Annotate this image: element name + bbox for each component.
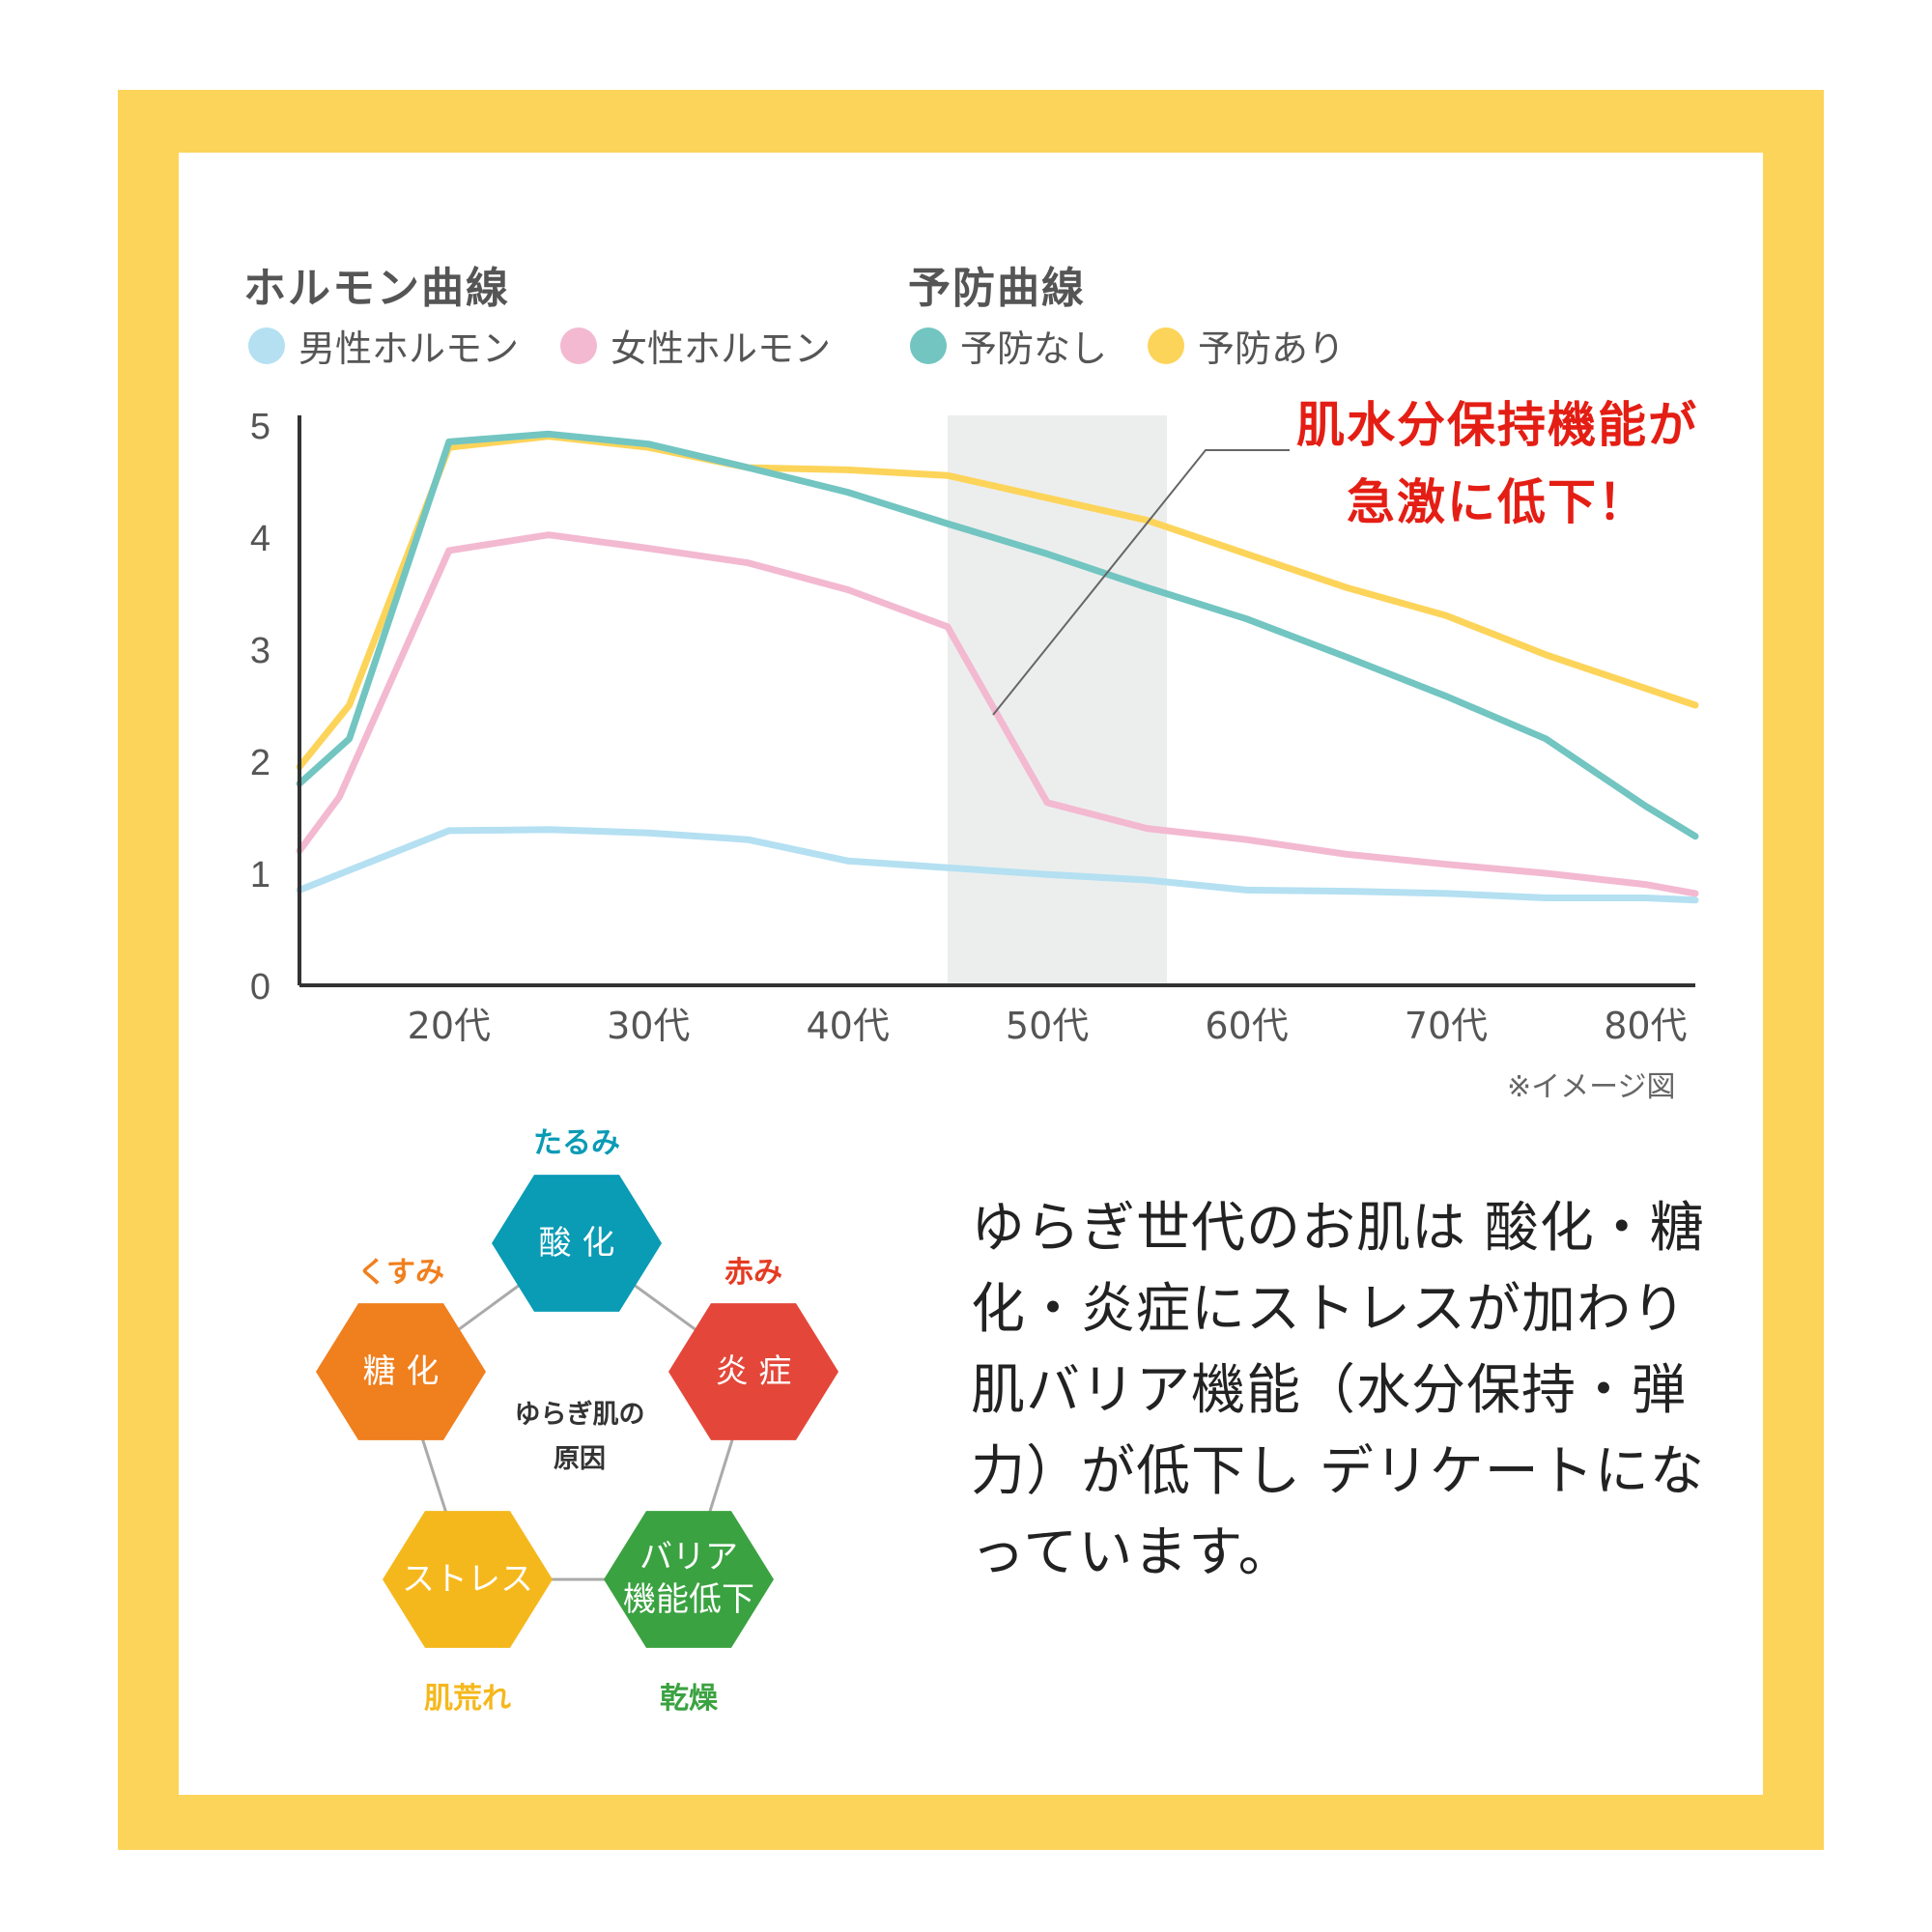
x-tick-label: 60代 [1205, 1005, 1288, 1047]
diagram-effect-label: たるみ [533, 1126, 620, 1160]
x-tick-label: 30代 [607, 1005, 690, 1047]
body-text: ゆらぎ世代のお肌は 酸化・糖化・炎症にストレスが加わり肌バリア機能（水分保持・弾… [971, 1197, 1705, 1584]
legend-title-prevention: 予防曲線 [908, 264, 1086, 313]
hormone-chart: 0 1 2 3 4 5 20代 30代 40代 50代 60代 70代 80代 [250, 407, 1699, 1047]
y-tick-label: 1 [250, 855, 270, 895]
legend-label: 予防なし [960, 327, 1108, 370]
legend-dot-icon [248, 327, 285, 364]
callout-line1: 肌水分保持機能が [1296, 397, 1698, 453]
legend-item-female: 女性ホルモン [560, 319, 831, 372]
legend-dot-icon [910, 327, 947, 364]
legend-title-hormone: ホルモン曲線 [243, 264, 510, 313]
legend-dot-icon [1148, 327, 1184, 364]
center-line1: ゆらぎ肌の [514, 1400, 645, 1430]
hexagon-text: 炎 症 [715, 1352, 792, 1391]
series-line-1 [296, 430, 1699, 840]
x-tick-label: 70代 [1405, 1005, 1488, 1047]
diagram-effect-label: 肌荒れ [424, 1682, 511, 1716]
callout-leader-line [992, 449, 1290, 716]
legend-label: 男性ホルモン [298, 327, 520, 370]
x-tick-label: 50代 [1006, 1005, 1089, 1047]
legend-item-no-prevention: 予防なし [910, 319, 1107, 372]
callout-line2: 急激に低下！ [1347, 474, 1648, 530]
image-note: ※イメージ図 [1507, 1070, 1676, 1104]
y-tick-label: 2 [250, 743, 270, 783]
y-tick-label: 5 [250, 407, 270, 447]
legend-label: 女性ホルモン [611, 327, 832, 370]
x-tick-label: 80代 [1604, 1005, 1687, 1047]
y-tick-label: 3 [250, 631, 270, 671]
y-tick-label: 4 [250, 519, 270, 559]
diagram-center-text: ゆらぎ肌の 原因 [483, 1393, 676, 1482]
hexagon-text: バリア 機能低下 [623, 1538, 754, 1620]
series-line-2 [296, 531, 1699, 897]
legend-dot-icon [560, 327, 597, 364]
hexagon-text: ストレス [402, 1560, 533, 1599]
diagram-effect-label: 乾燥 [660, 1682, 718, 1716]
y-tick-label: 0 [250, 967, 270, 1008]
legend-label: 予防あり [1198, 327, 1346, 370]
x-tick-label: 40代 [806, 1005, 889, 1047]
series-line-0 [296, 433, 1699, 771]
highlight-band [947, 415, 1167, 985]
center-line2: 原因 [554, 1443, 606, 1474]
diagram-effect-label: 赤み [724, 1256, 782, 1290]
hexagon-text: 糖 化 [362, 1352, 440, 1391]
legend-item-male: 男性ホルモン [248, 319, 519, 372]
callout-text: 肌水分保持機能が 急激に低下！ [1256, 386, 1739, 533]
hexagon-text: 酸 化 [538, 1224, 615, 1263]
series-line-3 [296, 826, 1699, 904]
legend-item-with-prevention: 予防あり [1148, 319, 1345, 372]
x-tick-label: 20代 [408, 1005, 491, 1047]
diagram-effect-label: くすみ [357, 1256, 444, 1290]
